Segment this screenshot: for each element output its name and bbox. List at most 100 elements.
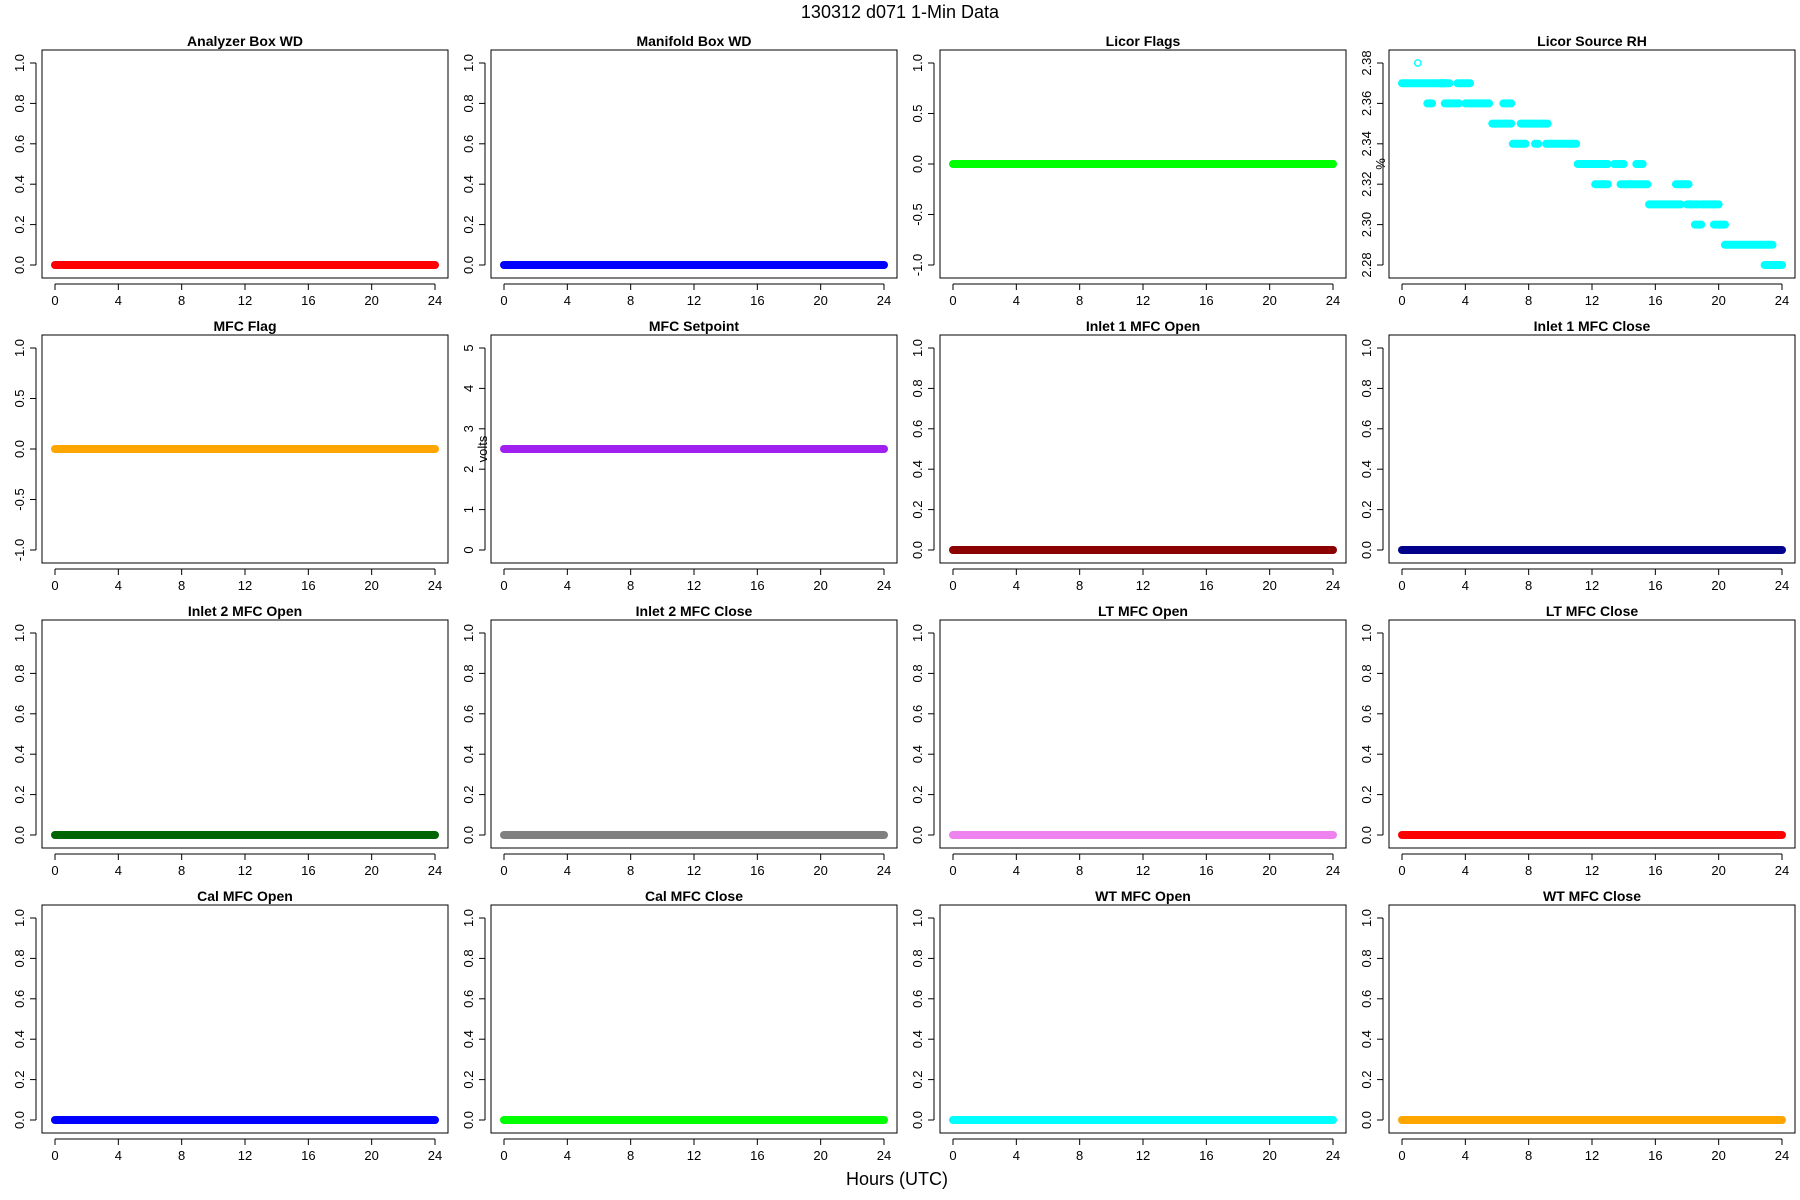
y-axis: 0.0 0.2 0.4 0.6 0.8 1.0 [461, 624, 486, 844]
plot-frame [1388, 49, 1796, 279]
y-axis: 0.0 0.2 0.4 0.6 0.8 1.0 [910, 624, 935, 844]
y-tick-label: 1.0 [12, 624, 27, 642]
y-tick-label: 1.0 [461, 909, 476, 927]
x-tick-label: 12 [1585, 1148, 1599, 1163]
x-tick-label: 24 [428, 578, 442, 593]
x-tick-label: 8 [1076, 1148, 1083, 1163]
y-tick-label: 0.2 [12, 216, 27, 234]
x-tick-label: 0 [500, 1148, 507, 1163]
y-tick-label: 1.0 [12, 339, 27, 357]
y-axis: 0.0 0.2 0.4 0.6 0.8 1.0 [12, 909, 37, 1129]
x-tick-label: 12 [238, 1148, 252, 1163]
y-tick-label: 5 [461, 344, 476, 351]
y-tick-label: 0.4 [461, 1030, 476, 1048]
y-tick-label: 1.0 [910, 909, 925, 927]
y-tick-label: 0.2 [461, 216, 476, 234]
x-tick-label: 12 [687, 578, 701, 593]
y-tick-label: 0.2 [1359, 786, 1374, 804]
y-tick-label: 0.0 [910, 155, 925, 173]
x-tick-label: 12 [1585, 293, 1599, 308]
x-tick-label: 20 [364, 578, 378, 593]
x-tick-label: 16 [301, 863, 315, 878]
x-axis: 0 4 8 12 16 20 24 [1398, 853, 1789, 878]
y-tick-label: 0.0 [12, 826, 27, 844]
x-tick-label: 12 [687, 293, 701, 308]
y-tick-label: 0.8 [12, 94, 27, 112]
x-tick-label: 4 [115, 1148, 122, 1163]
x-tick-label: 12 [1136, 293, 1150, 308]
x-axis: 0 4 8 12 16 20 24 [949, 1138, 1340, 1163]
x-tick-label: 24 [1326, 1148, 1340, 1163]
y-tick-label: 0.4 [1359, 460, 1374, 478]
x-tick-label: 4 [564, 578, 571, 593]
x-tick-label: 8 [1076, 578, 1083, 593]
y-axis: 0.0 0.2 0.4 0.6 0.8 1.0 [12, 624, 37, 844]
y-tick-label: -0.5 [910, 203, 925, 225]
x-tick-label: 8 [1076, 863, 1083, 878]
x-tick-label: 8 [627, 293, 634, 308]
panel-title: Inlet 1 MFC Close [1534, 318, 1651, 334]
x-tick-label: 20 [364, 1148, 378, 1163]
x-axis: 0 4 8 12 16 20 24 [500, 568, 891, 593]
y-tick-label: 0.0 [461, 1111, 476, 1129]
x-tick-label: 4 [1462, 863, 1469, 878]
plot-frame [490, 619, 898, 849]
x-tick-label: 24 [1775, 578, 1789, 593]
x-tick-label: 0 [51, 578, 58, 593]
plot-frame [41, 904, 449, 1134]
y-tick-label: 3 [461, 425, 476, 432]
x-tick-label: 0 [500, 578, 507, 593]
y-tick-label: 0.0 [910, 826, 925, 844]
panel: WT MFC Open 0 4 8 12 16 20 24 0.0 0.2 0.4 0.6 0.8 1.0 [910, 888, 1347, 1163]
y-tick-label: 0.8 [910, 664, 925, 682]
y-tick-label: 0.6 [12, 990, 27, 1008]
y-tick-label: 0.0 [461, 256, 476, 274]
x-tick-label: 0 [51, 1148, 58, 1163]
panel: WT MFC Close 0 4 8 12 16 20 24 0.0 0.2 0.4 0.6 0.8 1.… [1359, 888, 1796, 1163]
x-tick-label: 8 [1076, 293, 1083, 308]
x-axis: 0 4 8 12 16 20 24 [1398, 568, 1789, 593]
y-tick-label: 0.8 [910, 379, 925, 397]
x-tick-label: 16 [1199, 1148, 1213, 1163]
x-axis: 0 4 8 12 16 20 24 [949, 568, 1340, 593]
y-tick-label: 0.8 [1359, 379, 1374, 397]
x-tick-label: 20 [813, 863, 827, 878]
y-tick-label: 1.0 [461, 54, 476, 72]
y-tick-label: 1.0 [1359, 339, 1374, 357]
x-tick-label: 20 [364, 293, 378, 308]
y-tick-label: 0.6 [1359, 990, 1374, 1008]
plot-frame [490, 904, 898, 1134]
x-tick-label: 4 [115, 293, 122, 308]
x-tick-label: 12 [1136, 863, 1150, 878]
y-tick-label: 0.0 [12, 440, 27, 458]
y-axis-label: % [1373, 158, 1388, 170]
x-tick-label: 12 [1136, 1148, 1150, 1163]
x-axis: 0 4 8 12 16 20 24 [51, 1138, 442, 1163]
x-axis: 0 4 8 12 16 20 24 [1398, 1138, 1789, 1163]
y-tick-label: 0.2 [1359, 1071, 1374, 1089]
x-tick-label: 24 [1775, 1148, 1789, 1163]
y-tick-label: 0.0 [910, 1111, 925, 1129]
x-tick-label: 16 [1648, 1148, 1662, 1163]
x-tick-label: 20 [1262, 293, 1276, 308]
x-tick-label: 4 [1462, 1148, 1469, 1163]
x-axis: 0 4 8 12 16 20 24 [51, 853, 442, 878]
y-tick-label: 0.6 [910, 705, 925, 723]
x-tick-label: 20 [1262, 863, 1276, 878]
panel: Inlet 2 MFC Close 0 4 8 12 16 20 24 0.0 0.2 0.4 0.6… [461, 603, 898, 878]
x-tick-label: 0 [51, 293, 58, 308]
x-tick-label: 20 [1711, 293, 1725, 308]
plot-frame [41, 49, 449, 279]
y-axis: 0 1 2 3 4 5 [461, 344, 486, 554]
x-tick-label: 16 [1648, 293, 1662, 308]
y-tick-label: 0.6 [12, 705, 27, 723]
x-tick-label: 20 [813, 293, 827, 308]
y-tick-label: 0.0 [1359, 1111, 1374, 1129]
x-axis: 0 4 8 12 16 20 24 [949, 283, 1340, 308]
y-tick-label: 2.38 [1359, 50, 1374, 75]
x-tick-label: 16 [750, 1148, 764, 1163]
y-tick-label: 2.30 [1359, 212, 1374, 237]
y-tick-label: 0.0 [12, 1111, 27, 1129]
panel: LT MFC Close 0 4 8 12 16 20 24 0.0 0.2 0.4 0.6 0.8 1.… [1359, 603, 1796, 878]
